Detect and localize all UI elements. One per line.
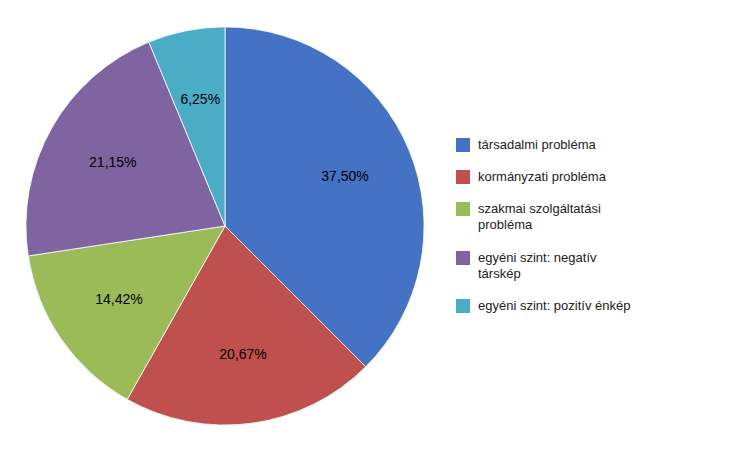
- html-text:egyéni szint: pozitív énkép: egyéni szint: pozitív énkép: [478, 298, 631, 314]
- html-text:társadalmi probléma: társadalmi probléma: [478, 136, 596, 152]
- svg-text:20,67%: 20,67%: [219, 346, 266, 362]
- html-text:kormányzati probléma: kormányzati probléma: [478, 168, 606, 184]
- svg-text:6,25%: 6,25%: [180, 91, 220, 107]
- svg-text:14,42%: 14,42%: [95, 291, 142, 307]
- svg-text:37,50%: 37,50%: [321, 168, 368, 184]
- html-text:egyéni szint: negatív társkép: egyéni szint: negatív társkép: [478, 249, 597, 281]
- svg-text:21,15%: 21,15%: [89, 154, 136, 170]
- html-text:szakmai szolgáltatási probléma: szakmai szolgáltatási probléma: [478, 201, 601, 233]
